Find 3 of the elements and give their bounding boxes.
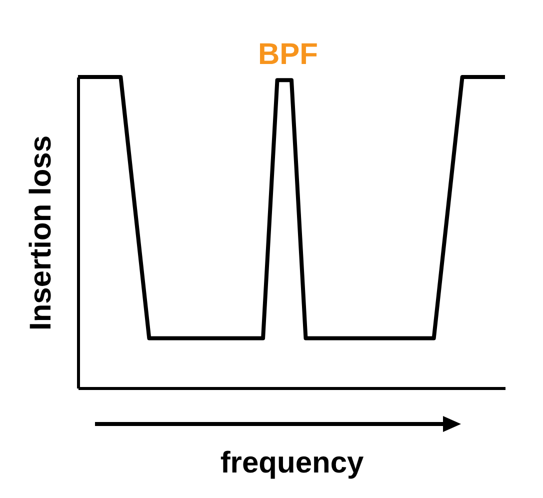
x-axis-title: frequency xyxy=(220,446,364,480)
text: BPF xyxy=(258,38,318,71)
y-axis-title: Insertion loss xyxy=(24,135,58,331)
